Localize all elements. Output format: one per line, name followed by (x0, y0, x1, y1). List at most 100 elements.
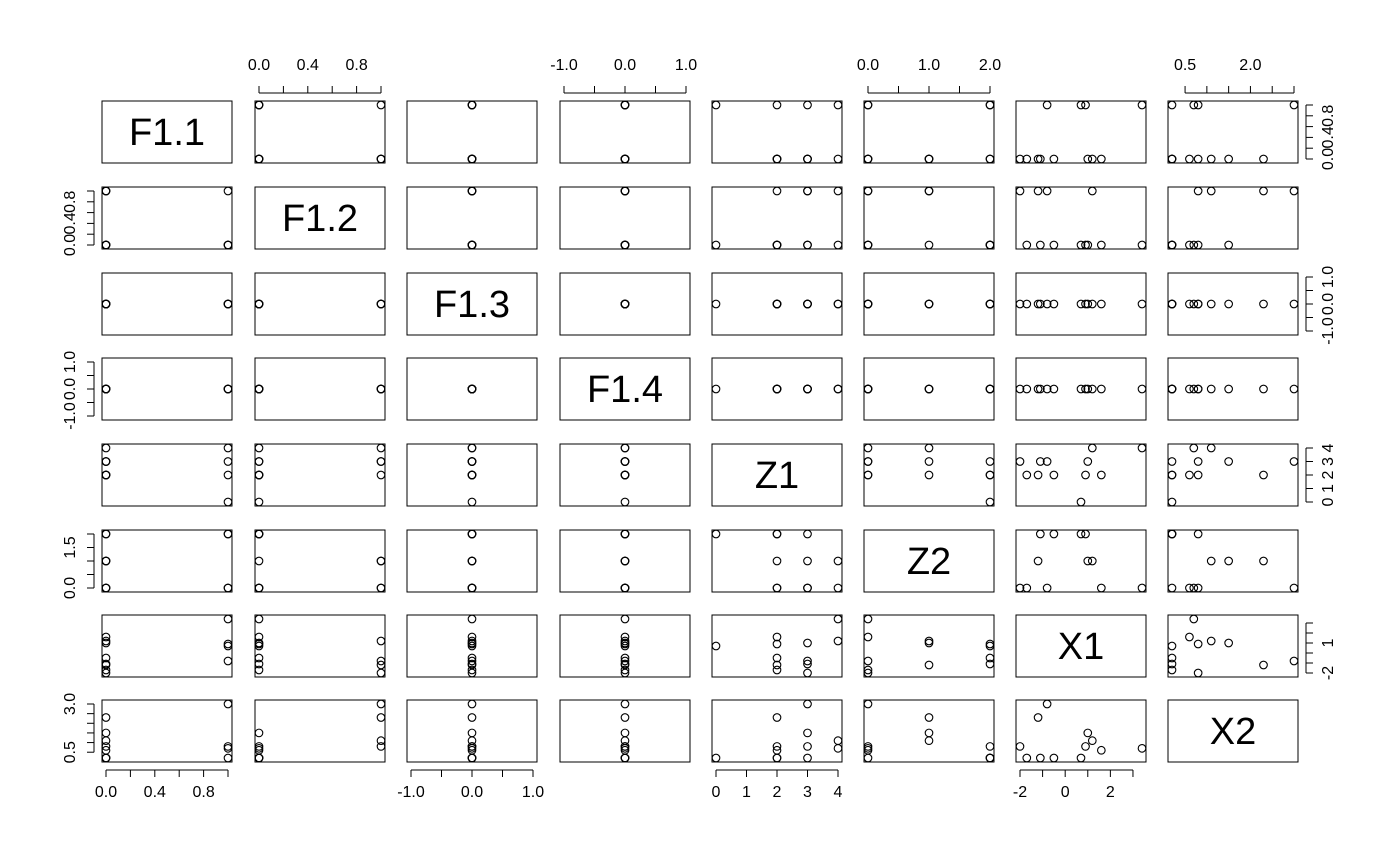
data-point (1087, 736, 1097, 745)
data-point (376, 154, 386, 164)
data-point (772, 100, 782, 110)
data-point (1083, 299, 1093, 309)
panel-frame (863, 699, 995, 763)
data-point (1206, 299, 1216, 309)
data-point (1289, 583, 1299, 593)
panel-F1.1-vs-F1.1: F1.1 (101, 100, 233, 164)
data-point (223, 529, 233, 539)
data-point (1167, 641, 1177, 651)
data-point (620, 529, 630, 539)
panel-frame (1015, 357, 1147, 421)
data-point (254, 384, 264, 394)
data-point (1167, 154, 1177, 164)
data-point (254, 753, 264, 763)
data-point (467, 653, 477, 663)
panel-frame (254, 100, 386, 164)
data-point (620, 632, 630, 642)
data-point (620, 656, 630, 666)
data-point (101, 186, 111, 196)
panel-Z2-vs-F1.3 (406, 529, 538, 593)
panel-frame (559, 443, 691, 507)
data-point (254, 614, 264, 624)
data-point (1224, 556, 1233, 566)
data-point (1033, 470, 1043, 480)
panel-F1.2-vs-F1.4 (559, 186, 691, 250)
panel-Z1-vs-Z2 (863, 443, 995, 507)
data-point (924, 728, 934, 738)
data-point (772, 556, 782, 566)
data-point (1076, 497, 1086, 507)
data-point (803, 556, 812, 566)
data-point (1035, 299, 1045, 309)
data-point (376, 556, 386, 566)
data-point (101, 653, 111, 663)
data-point (1035, 457, 1045, 466)
data-point (1193, 154, 1203, 164)
data-point (1224, 384, 1233, 394)
axis-top-F1.4: -1.0 0.0 1.0 (550, 57, 697, 94)
data-point (620, 556, 630, 566)
data-point (833, 736, 843, 745)
panel-frame (863, 529, 995, 593)
data-point (985, 154, 995, 164)
data-point (1035, 384, 1045, 394)
data-point (772, 632, 782, 642)
data-point (467, 443, 477, 453)
panel-X2-vs-X2: X2 (1167, 699, 1299, 763)
data-point (254, 583, 264, 593)
data-point (1167, 583, 1177, 593)
data-point (833, 583, 843, 593)
panel-Z1-vs-F1.1 (101, 443, 233, 507)
data-point (1167, 457, 1177, 466)
panel-X1-vs-Z1 (711, 614, 843, 678)
data-point (1259, 299, 1268, 309)
panel-X2-vs-F1.4 (559, 699, 691, 763)
panel-X2-vs-F1.3 (406, 699, 538, 763)
tick-label: 0.8 (345, 57, 367, 74)
data-point (1035, 529, 1045, 539)
data-point (863, 656, 873, 666)
data-point (1049, 154, 1059, 164)
panel-Z2-vs-X1 (1015, 529, 1147, 593)
data-point (1193, 470, 1203, 480)
data-point (101, 636, 111, 646)
axis-right-X1: -2 1 (1305, 622, 1337, 680)
data-point (101, 583, 111, 593)
data-point (772, 639, 782, 649)
data-point (467, 699, 477, 709)
data-point (254, 659, 264, 669)
data-point (711, 529, 721, 539)
data-point (467, 583, 477, 593)
data-point (1049, 529, 1059, 539)
panel-F1.2-vs-F1.2: F1.2 (254, 186, 386, 250)
data-point (1083, 556, 1093, 566)
data-point (1193, 186, 1203, 196)
data-point (863, 457, 873, 466)
panel-frame (254, 186, 386, 250)
panel-X1-vs-F1.1 (101, 614, 233, 678)
data-point (803, 728, 812, 738)
data-point (1076, 753, 1086, 763)
data-point (467, 745, 477, 755)
panel-frame (711, 100, 843, 164)
data-point (985, 384, 995, 394)
tick-label: 2 (1320, 470, 1337, 479)
panel-F1.2-vs-F1.1 (101, 186, 233, 250)
data-point (1137, 384, 1147, 394)
data-point (833, 186, 843, 196)
axis-left-Z2: 0.0 1.5 (62, 533, 95, 599)
data-point (467, 240, 477, 250)
data-point (376, 299, 386, 309)
data-point (1289, 656, 1299, 666)
panel-F1.1-vs-F1.3 (406, 100, 538, 164)
data-point (711, 384, 721, 394)
data-point (1189, 240, 1199, 250)
data-point (223, 186, 233, 196)
panel-X2-vs-Z1 (711, 699, 843, 763)
panel-frame (1167, 614, 1299, 678)
data-point (620, 470, 630, 480)
data-point (1083, 457, 1093, 466)
data-point (803, 668, 812, 678)
data-point (1035, 240, 1045, 250)
data-point (1081, 742, 1090, 751)
